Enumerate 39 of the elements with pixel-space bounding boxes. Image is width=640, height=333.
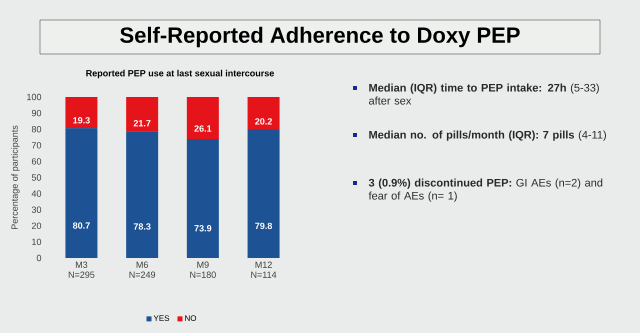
y-tick-label: 100 (27, 94, 42, 100)
bar (248, 97, 280, 130)
bar (186, 139, 219, 258)
bar (126, 97, 158, 132)
legend-label: YES (154, 315, 170, 321)
y-tick-label: 80 (32, 126, 42, 132)
data-label: 21.7 (134, 120, 151, 126)
x-tick-label: M3 N=295 (68, 262, 94, 278)
y-tick-label: 70 (32, 142, 42, 148)
bar (126, 132, 158, 258)
y-tick-label: 0 (36, 254, 42, 262)
data-label: 78.3 (134, 223, 151, 230)
y-tick-label: 20 (32, 222, 42, 229)
bar (186, 97, 219, 140)
data-label: 80.7 (72, 222, 90, 229)
y-tick-label: 10 (32, 238, 42, 246)
x-tick-label: M9 N=180 (190, 262, 216, 278)
y-tick-label: 60 (32, 158, 42, 165)
text: 3 (0.9%) discontinued PEP: GI AEs (n=2) and fear of AEs (n= 1) (368, 178, 602, 202)
y-tick-label: 40 (32, 190, 42, 197)
text: Median no. of pills/month (IQR): 7 pills (4-11) (369, 130, 606, 141)
y-tick-label: 30 (32, 206, 42, 213)
x-tick-label: M6 N=249 (129, 262, 156, 278)
data-label: 19.3 (73, 117, 90, 124)
y-axis-title: Percentage of participants (11, 126, 20, 230)
legend-label: NO (185, 315, 196, 321)
chart-subtitle: Reported PEP use at last sexual intercourse (86, 70, 274, 78)
y-tick-label: 90 (32, 110, 42, 116)
data-label: 20.2 (255, 118, 272, 125)
text: Median (IQR) time to PEP intake: 27h (5-33) after sex (369, 84, 599, 105)
bar (248, 130, 280, 258)
chart-title: Self-Reported Adherence to Doxy PEP (120, 26, 520, 48)
x-tick-label: M12 N=114 (251, 262, 276, 278)
bar (65, 97, 98, 128)
bar (65, 128, 98, 258)
data-label: 79.8 (255, 222, 272, 230)
y-tick-label: 50 (32, 174, 42, 181)
data-label: 26.1 (194, 125, 212, 132)
data-label: 73.9 (194, 225, 212, 232)
